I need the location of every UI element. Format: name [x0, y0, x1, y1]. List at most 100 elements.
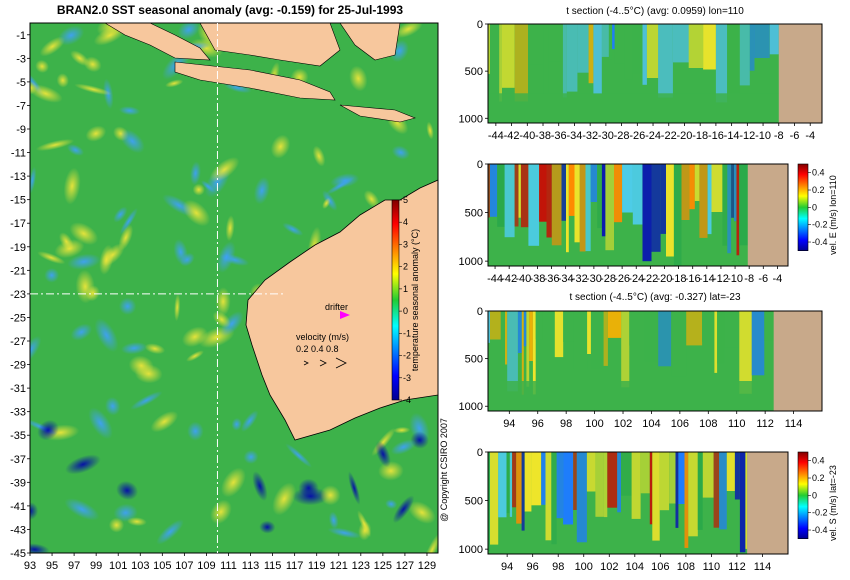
section-stripe [576, 452, 587, 543]
section-stripe [563, 311, 574, 342]
eddy [30, 84, 63, 103]
section-x-tick-label: -22 [642, 273, 658, 285]
map-y-tick-label: -9 [16, 124, 26, 136]
eddy [408, 501, 436, 524]
map-y-tick-label: -39 [10, 477, 26, 489]
section-stripe [528, 164, 540, 246]
eddy [127, 517, 147, 527]
section-stripe [722, 164, 728, 246]
map-x-tick-label: 97 [68, 560, 80, 572]
section-x-tick-label: -14 [699, 273, 715, 285]
eddy [101, 243, 125, 267]
section-y-tick-label: 500 [465, 354, 483, 366]
section-x-tick-label: -30 [598, 130, 614, 142]
section-stripe [717, 311, 725, 364]
section-stripe [542, 311, 555, 386]
section-x-tick-label: -12 [739, 130, 755, 142]
section-land [747, 164, 788, 266]
velocity-scale: 0.2 0.4 0.8 [296, 344, 339, 354]
section-stripe [642, 164, 652, 262]
section-stripe [488, 452, 490, 552]
eddy [385, 499, 398, 509]
eddy [30, 335, 42, 364]
eddy [105, 396, 121, 416]
map-x-tick-label: 117 [286, 560, 304, 572]
section-stripe [524, 452, 532, 512]
section-stripe [568, 164, 575, 216]
section-stripe [646, 24, 659, 78]
section-stripe [601, 311, 604, 362]
section-stripe [605, 164, 614, 251]
section-x-tick-label: -26 [629, 130, 645, 142]
section-x-tick-label: -34 [558, 273, 574, 285]
map-x-tick-label: 95 [46, 560, 58, 572]
map-colorbar-tick-label: 0 [403, 306, 408, 316]
map-y-tick-label: -7 [16, 100, 26, 112]
section-stripe [601, 24, 609, 57]
section-stripe [734, 164, 737, 222]
section-stripe [624, 24, 633, 80]
section-colorbar-tick-label: -0.4 [812, 237, 828, 247]
map-colorbar-tick-label: 1 [403, 284, 408, 294]
section-x-tick-label: -24 [645, 130, 661, 142]
eddy [181, 326, 208, 348]
section-y-tick-label: 500 [465, 208, 483, 220]
eddy [253, 176, 270, 205]
section-stripe [702, 452, 714, 498]
map-y-tick-label: -29 [10, 360, 26, 372]
section-x-tick-label: -22 [661, 130, 677, 142]
section-x-tick-label: -10 [755, 130, 771, 142]
section-x-tick-label: -44 [488, 130, 504, 142]
section-deep-layer [488, 93, 779, 123]
section-x-tick-label: -30 [586, 273, 602, 285]
section-stripe [546, 164, 552, 238]
section-stripe [488, 24, 490, 74]
section-panels: -44 -42 -40 -38 -36 -34 -32 -30 -28 -26 -24 -22 -20-… [459, 6, 838, 573]
section-stripe [689, 164, 695, 210]
eddy [179, 252, 195, 267]
section-stripe [545, 452, 552, 541]
section-stripe [573, 311, 588, 370]
eddy [144, 343, 166, 355]
section-x-tick-label: -40 [519, 130, 535, 142]
section-stripe [726, 452, 735, 491]
section-stripe [603, 452, 608, 518]
section-stripe [707, 164, 712, 235]
section-x-tick-label: -20 [677, 130, 693, 142]
section-stripe [734, 452, 740, 500]
section-stripe [573, 452, 577, 510]
map-y-tick-label: -3 [16, 53, 26, 65]
section-x-tick-label: -28 [600, 273, 616, 285]
section-stripe [632, 164, 643, 225]
section-stripe [586, 452, 596, 492]
map-colorbar [391, 199, 400, 401]
eddy [58, 25, 85, 46]
section-x-tick-label: 104 [642, 418, 660, 430]
velocity-arrows [303, 357, 347, 369]
eddy [209, 157, 240, 183]
section-stripe [532, 311, 536, 395]
section-stripe [516, 452, 522, 524]
map-plot [30, 23, 438, 553]
eddy [348, 471, 361, 505]
section-x-tick-label: 114 [785, 418, 803, 430]
map-colorbar-tick-label: 4 [403, 217, 408, 227]
eddy [210, 499, 232, 525]
eddy [252, 471, 268, 501]
section-x-tick-label: 94 [503, 418, 515, 430]
section-x-tick-label: 94 [501, 561, 513, 573]
section-panel-2: -44-42-40-38-36-34-32-30-28-26-24-22-20-… [459, 159, 838, 285]
eddy [56, 73, 69, 88]
eddy [220, 311, 244, 337]
section-x-tick-label: -40 [515, 273, 531, 285]
section-stripe [769, 24, 779, 55]
eddy [219, 253, 250, 266]
land-borneo [199, 23, 341, 67]
section-x-tick-label: 114 [754, 561, 772, 573]
eddy [134, 364, 163, 384]
section-stripe [754, 24, 770, 58]
section-stripe [649, 452, 653, 525]
map-y-tick-label: -25 [10, 312, 26, 324]
section-colorbar [797, 163, 809, 251]
